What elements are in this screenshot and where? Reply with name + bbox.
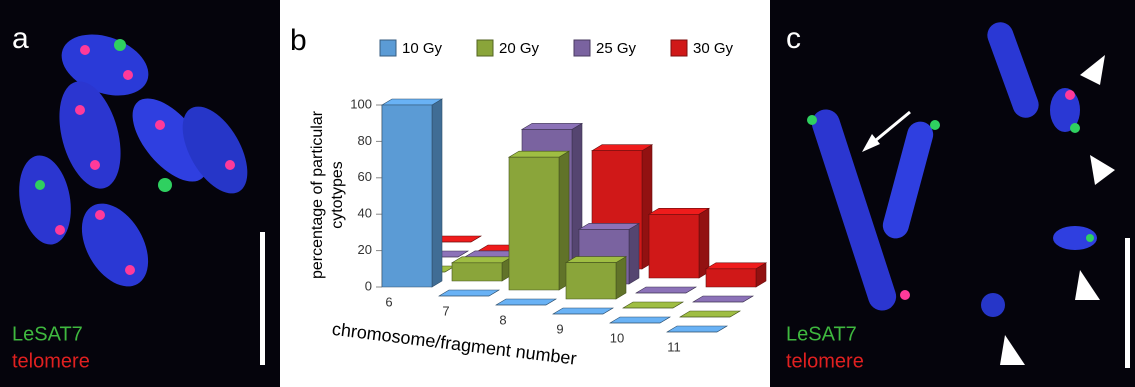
- bar: [509, 151, 569, 290]
- bar-top: [553, 308, 613, 314]
- scale-bar: [1125, 238, 1130, 368]
- bar-top: [667, 326, 727, 332]
- figure: a LeSAT7 telomere c LeSAT7 telomere b pe…: [0, 0, 1135, 387]
- y-tick-label: 0: [365, 278, 372, 293]
- legend-swatch: [671, 40, 687, 56]
- x-tick-label: 8: [499, 312, 506, 327]
- bar: [439, 290, 499, 296]
- x-axis-title: chromosome/fragment number: [331, 319, 578, 369]
- bar-top: [649, 208, 709, 214]
- legend-label: 25 Gy: [596, 40, 637, 57]
- bar-front: [452, 263, 502, 281]
- legend-label: 30 Gy: [693, 40, 734, 57]
- x-tick-label: 11: [667, 339, 681, 354]
- bar: [636, 287, 696, 293]
- bar-top: [522, 123, 582, 129]
- legend-red: telomere: [786, 350, 864, 372]
- bar-side: [432, 99, 442, 287]
- x-tick-label: 6: [385, 294, 392, 309]
- legend-swatch: [380, 40, 396, 56]
- bar-top: [636, 287, 696, 293]
- bar: [706, 263, 766, 287]
- bar: [693, 296, 753, 302]
- x-tick-label: 7: [442, 303, 449, 318]
- legend-green: LeSAT7: [786, 323, 857, 345]
- bar: [553, 308, 613, 314]
- y-tick-label: 80: [358, 133, 372, 148]
- bar-side: [699, 208, 709, 278]
- x-tick-label: 10: [610, 330, 624, 345]
- bar-top: [693, 296, 753, 302]
- bar-front: [649, 214, 699, 278]
- y-label-line: percentage of particular: [309, 110, 326, 279]
- bar: [623, 302, 683, 308]
- legend-label: 10 Gy: [402, 40, 443, 57]
- legend-red: telomere: [12, 350, 90, 372]
- bar: [649, 208, 709, 278]
- y-tick-label: 40: [358, 206, 372, 221]
- legend-green: LeSAT7: [12, 323, 83, 345]
- legend-swatch: [574, 40, 590, 56]
- bar-front: [706, 269, 756, 287]
- scale-bar: [260, 232, 265, 365]
- bar-top: [680, 311, 740, 317]
- bar-top: [382, 99, 442, 105]
- y-tick-label: 60: [358, 169, 372, 184]
- bar: [680, 311, 740, 317]
- bar-top: [579, 223, 639, 229]
- panel-label: a: [12, 22, 29, 55]
- bar-top: [610, 317, 670, 323]
- bar-top: [566, 257, 626, 263]
- bar-top: [706, 263, 766, 269]
- bar-top: [592, 145, 652, 151]
- bar-top: [509, 151, 569, 157]
- bar-top: [452, 257, 512, 263]
- legend-label: 20 Gy: [499, 40, 540, 57]
- bar: [382, 99, 442, 287]
- bar: [566, 257, 626, 299]
- bar: [610, 317, 670, 323]
- y-tick-label: 20: [358, 242, 372, 257]
- bar-top: [439, 290, 499, 296]
- panel-label: c: [786, 22, 801, 55]
- bar: [496, 299, 556, 305]
- bar-side: [629, 223, 639, 284]
- bar-side: [616, 257, 626, 299]
- bar-front: [509, 157, 559, 290]
- bar-top: [623, 302, 683, 308]
- bar-top: [496, 299, 556, 305]
- panel-label: b: [290, 24, 307, 57]
- y-label-line: cytotypes: [329, 161, 346, 229]
- y-axis-title: percentage of particular cytotypes: [309, 110, 346, 279]
- y-tick-label: 100: [350, 96, 372, 111]
- legend-swatch: [477, 40, 493, 56]
- x-tick-label: 9: [556, 321, 563, 336]
- bar: [452, 257, 512, 281]
- bar: [667, 326, 727, 332]
- bar-front: [566, 263, 616, 299]
- bar-front: [382, 105, 432, 287]
